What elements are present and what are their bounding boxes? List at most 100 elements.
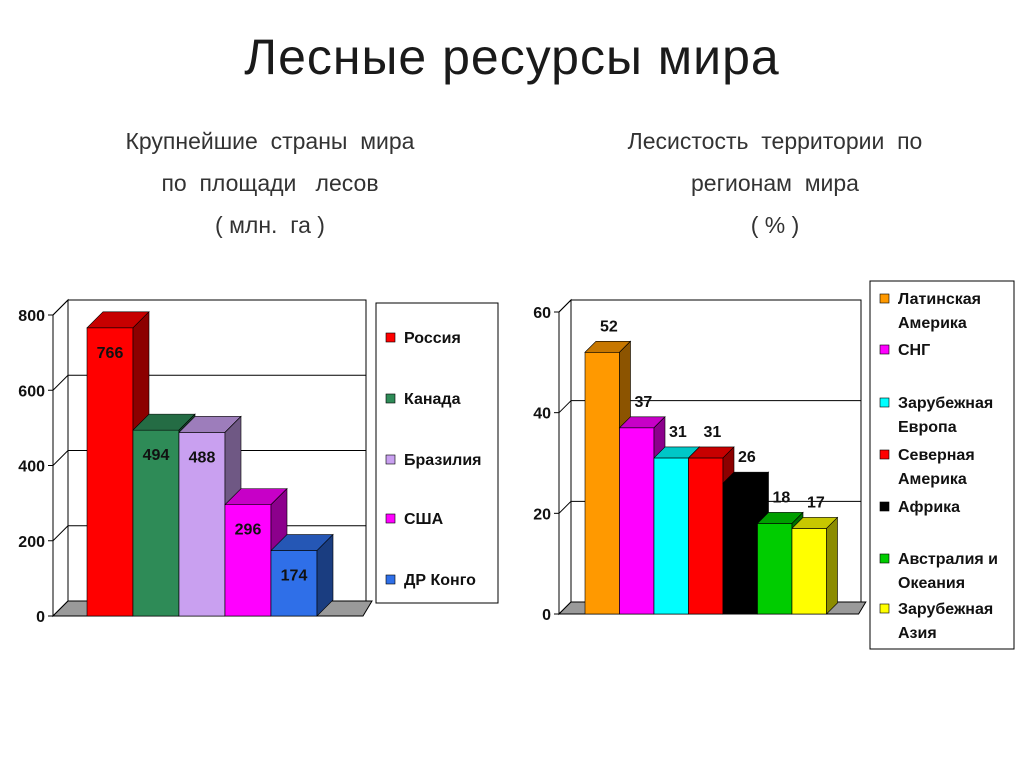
legend-label: США: [404, 511, 444, 528]
gridline-side: [52, 525, 69, 542]
bar-value-label: 17: [807, 494, 825, 511]
bar-side: [316, 533, 334, 617]
gridline-side: [52, 450, 69, 466]
legend-item-др-конго: ДР Конго: [385, 572, 476, 589]
gridline-side: [558, 299, 572, 313]
bar-front: [791, 528, 827, 615]
legend-label: Африка: [898, 499, 960, 516]
legend-label: ДР Конго: [404, 572, 476, 589]
bar-front: [224, 504, 272, 617]
legend-item-зарубежная-европа: Зарубежная Европа: [879, 395, 993, 436]
legend-swatch: [385, 513, 396, 524]
legend-label: Европа: [898, 419, 957, 436]
left-subtitle-line-1: Крупнейшие страны мира: [125, 128, 415, 154]
bar-зарубежная-европа: 31: [653, 424, 701, 615]
legend-label: СНГ: [898, 342, 930, 359]
bar-front: [270, 550, 318, 617]
legend-swatch: [879, 553, 890, 564]
legend-swatch: [879, 603, 890, 614]
legend-swatch: [385, 393, 396, 404]
y-tick-label: 200: [18, 534, 45, 551]
bar-front: [757, 523, 793, 615]
bar-value-label: 174: [281, 568, 308, 585]
legend-item-сша: США: [385, 511, 444, 528]
page-title: Лесные ресурсы мира: [244, 29, 780, 85]
forest-cover-chart: 0 20 40 60 52 37 31 31 26 18 17 Латинская Америка СНГ…: [533, 280, 1015, 650]
bar-value-label: 494: [143, 447, 170, 464]
legend-swatch: [879, 293, 890, 304]
bar-front: [584, 351, 620, 615]
bar-зарубежная-азия: 17: [791, 494, 839, 615]
gridline-side: [558, 400, 572, 414]
y-tick-label: 600: [18, 383, 45, 400]
legend-label: Северная: [898, 447, 975, 464]
bar-value-label: 31: [669, 424, 687, 441]
y-tick-label: 20: [533, 506, 551, 523]
legend-label: Канада: [404, 391, 461, 408]
legend-label: Латинская: [898, 291, 981, 308]
legend-label: Зарубежная: [898, 395, 993, 412]
legend-item-австралия-и-океания: Австралия и Океания: [879, 551, 998, 592]
y-tick-label: 60: [533, 305, 551, 322]
right-subtitle-line-2: регионам мира: [691, 170, 859, 196]
gridline-side: [52, 374, 69, 391]
y-tick-label: 0: [36, 609, 45, 626]
bar-value-label: 52: [600, 318, 618, 335]
y-tick-label: 800: [18, 308, 45, 325]
legend-label: Австралия и: [898, 551, 998, 568]
left-subtitle-line-2: по площади лесов: [161, 170, 379, 196]
bar-front: [722, 482, 758, 615]
bar-front: [653, 457, 689, 615]
bar-value-label: 18: [772, 489, 790, 506]
legend-label: Америка: [898, 315, 967, 332]
legend-item-снг: СНГ: [879, 342, 930, 359]
bar-value-label: 31: [703, 424, 721, 441]
left-chart-subtitle: Крупнейшие страны мира по площади лесов …: [60, 120, 480, 246]
legend-label: Америка: [898, 471, 967, 488]
legend-item-бразилия: Бразилия: [385, 452, 482, 469]
bar-value-label: 488: [189, 449, 216, 466]
bar-front: [619, 427, 655, 615]
bar-value-label: 26: [738, 449, 756, 466]
legend-item-африка: Африка: [879, 499, 960, 516]
legend-swatch: [879, 344, 890, 355]
legend-label: Океания: [898, 575, 965, 592]
legend: Латинская Америка СНГ Зарубежная Европа Север…: [869, 280, 1015, 650]
bar-front: [688, 457, 724, 615]
bar-value-label: 766: [97, 345, 124, 362]
legend-swatch: [879, 449, 890, 460]
bar-front: [86, 327, 134, 617]
legend-box: [375, 302, 499, 604]
left-subtitle-line-3: ( млн. га ): [215, 212, 325, 238]
bar-др-конго: 174: [270, 533, 334, 617]
bar-value-label: 37: [634, 394, 652, 411]
side-wall: [558, 298, 572, 616]
legend-swatch: [385, 574, 396, 585]
legend-swatch: [879, 397, 890, 408]
y-tick-label: 0: [542, 607, 551, 624]
y-tick-label: 400: [18, 459, 45, 476]
legend-item-зарубежная-азия: Зарубежная Азия: [879, 601, 993, 642]
legend-item-канада: Канада: [385, 391, 461, 408]
legend-label: Азия: [898, 625, 937, 642]
gridline-side: [558, 500, 572, 514]
y-tick-label: 40: [533, 406, 551, 423]
bar-value-label: 296: [235, 522, 262, 539]
legend-item-россия: Россия: [385, 330, 461, 347]
legend-item-латинская-америка: Латинская Америка: [879, 291, 981, 332]
legend: Россия Канада Бразилия США ДР Конго: [375, 302, 499, 604]
legend-item-северная-америка: Северная Америка: [879, 447, 975, 488]
right-subtitle-line-1: Лесистость территории по: [627, 128, 923, 154]
bar-side: [826, 516, 838, 615]
legend-box: [869, 280, 1015, 650]
legend-label: Россия: [404, 330, 461, 347]
forest-area-chart: 0 200 400 600 800 766 494 488 296 174 Россия Канада…: [18, 298, 499, 626]
legend-label: Зарубежная: [898, 601, 993, 618]
legend-label: Бразилия: [404, 452, 482, 469]
legend-swatch: [879, 501, 890, 512]
legend-swatch: [385, 332, 396, 343]
legend-swatch: [385, 454, 396, 465]
right-chart-subtitle: Лесистость территории по регионам мира (…: [560, 120, 990, 246]
right-subtitle-line-3: ( % ): [750, 212, 800, 238]
